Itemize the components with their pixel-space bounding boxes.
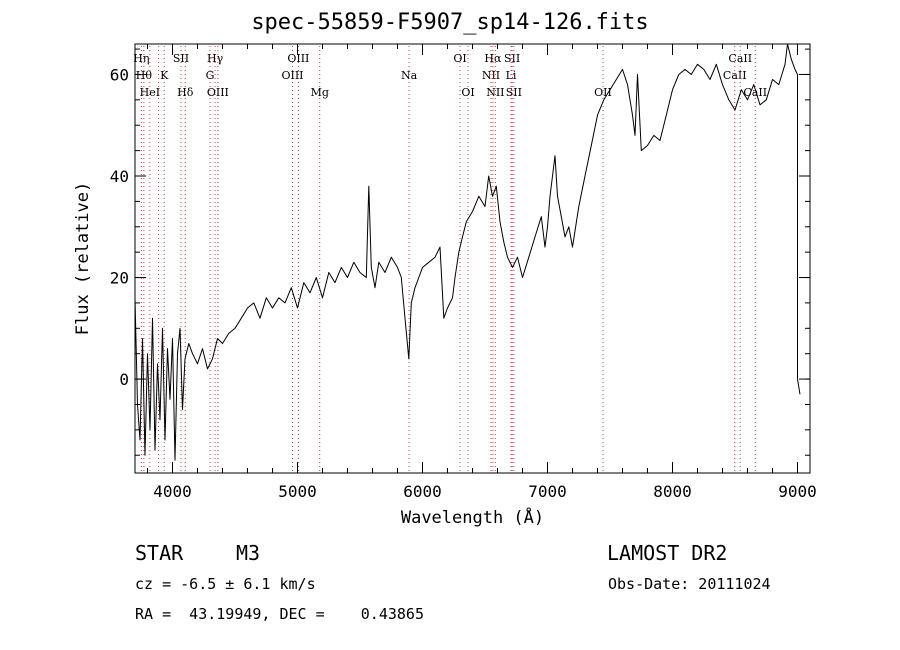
spectral-line-label: NII <box>482 69 500 82</box>
spectral-line-label: Hα <box>484 52 502 65</box>
x-tick-label: 9000 <box>778 482 817 501</box>
x-axis-label: Wavelength (Å) <box>401 506 544 528</box>
ra-dec-text: RA = 43.19949, DEC = 0.43865 <box>135 605 424 623</box>
spectral-line-label: SII <box>173 52 189 65</box>
spectral-line-label: CaII <box>723 69 747 82</box>
survey-name: LAMOST DR2 <box>607 541 728 565</box>
spectral-line-label: OII <box>594 86 612 99</box>
spectral-line-label: G <box>206 69 215 82</box>
spectral-line-label: Mg <box>311 86 329 99</box>
spectral-line-label: Li <box>506 69 517 82</box>
spectral-line-label: HeI <box>140 86 160 99</box>
object-class: STAR <box>135 541 184 565</box>
spectral-line-label: Hη <box>133 52 149 65</box>
x-tick-label: 4000 <box>153 482 192 501</box>
spectral-line-label: CaII <box>728 52 752 65</box>
spectral-line-label: OIII <box>207 86 229 99</box>
spectral-line-label: OIII <box>287 52 309 65</box>
plot-frame <box>134 43 811 474</box>
spectrum-line <box>134 43 801 461</box>
spectral-line-label: SII <box>506 86 522 99</box>
spectral-line-label: SII <box>504 52 520 65</box>
object-subclass: M3 <box>236 541 261 565</box>
x-tick-label: 7000 <box>528 482 567 501</box>
spectral-line-label: Hθ <box>136 69 153 82</box>
y-tick-label: 40 <box>110 167 129 186</box>
spectral-line-label: K <box>160 69 169 82</box>
redshift-text: cz = -6.5 ± 6.1 km/s <box>135 575 316 593</box>
spectral-line-label: OIII <box>281 69 303 82</box>
y-tick-label: 60 <box>110 65 129 84</box>
spectral-line-label: OI <box>461 86 474 99</box>
x-tick-label: 8000 <box>653 482 692 501</box>
x-tick-label: 5000 <box>278 482 317 501</box>
spectral-line-label: Hδ <box>177 86 194 99</box>
y-tick-label: 0 <box>119 370 129 389</box>
obs-date-text: Obs-Date: 20111024 <box>608 575 771 593</box>
spectral-line-label: OI <box>453 52 466 65</box>
y-tick-label: 20 <box>110 269 129 288</box>
spectral-line-label: Hγ <box>207 52 224 65</box>
x-tick-label: 6000 <box>403 482 442 501</box>
spectral-line-label: Na <box>401 69 418 82</box>
y-axis-label: Flux (relative) <box>73 182 93 336</box>
chart-title: spec-55859-F5907_sp14-126.fits <box>251 10 649 35</box>
spectral-line-label: NII <box>486 86 504 99</box>
